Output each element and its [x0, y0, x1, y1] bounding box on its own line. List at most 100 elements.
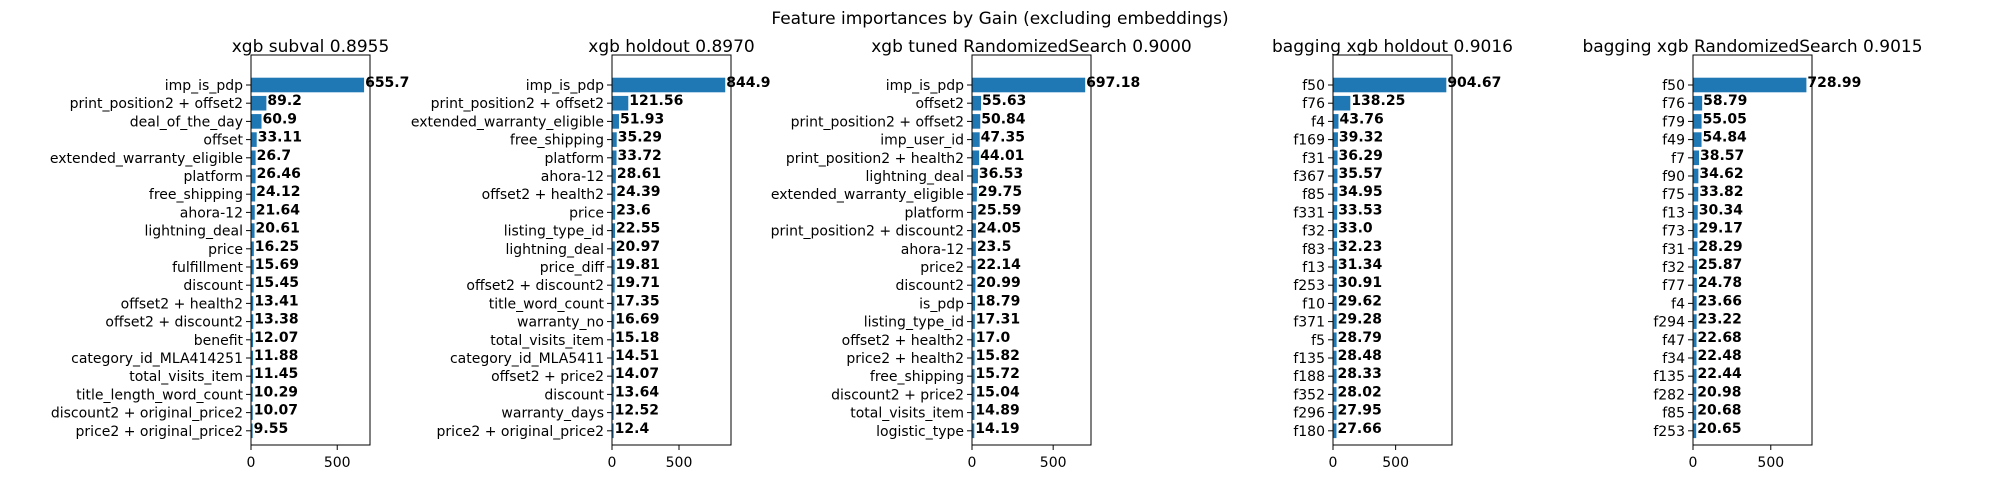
bar: [612, 223, 616, 238]
bar: [612, 77, 726, 93]
data-label: 24.78: [1698, 275, 1742, 291]
data-label: 20.98: [1697, 384, 1741, 400]
bar: [612, 423, 614, 439]
y-tick-label: price_diff: [540, 260, 605, 276]
bar: [612, 205, 616, 220]
y-tick-label: extended_warranty_eligible: [50, 151, 243, 167]
y-tick-label: f85: [1302, 187, 1325, 203]
bar: [972, 241, 976, 257]
bar: [972, 77, 1086, 93]
bar: [1693, 259, 1698, 275]
data-label: 15.72: [976, 366, 1020, 382]
bar: [1693, 332, 1697, 348]
bar: [251, 168, 256, 184]
bar: [1333, 314, 1337, 329]
data-label: 19.71: [616, 275, 660, 291]
bar: [1693, 186, 1699, 202]
data-label: 728.99: [1807, 75, 1861, 91]
y-tick-label: total_visits_item: [129, 369, 243, 385]
bar: [251, 332, 254, 348]
y-tick-label: platform: [545, 151, 605, 167]
y-tick-label: f50: [1662, 78, 1685, 94]
panel-title: bagging xgb holdout 0.9016: [1272, 37, 1513, 57]
data-label: 12.4: [615, 421, 650, 437]
bar: [1693, 387, 1697, 402]
data-label: 50.84: [981, 111, 1026, 127]
data-label: 58.79: [1703, 93, 1747, 109]
y-tick-label: title_word_count: [489, 296, 605, 312]
bar: [251, 368, 253, 384]
data-label: 20.68: [1697, 403, 1741, 419]
panel-title: bagging xgb RandomizedSearch 0.9015: [1582, 37, 1922, 57]
bar: [1693, 368, 1697, 384]
data-label: 11.45: [254, 366, 298, 382]
y-tick-label: price2 + original_price2: [76, 424, 243, 440]
y-tick-label: f13: [1662, 205, 1685, 221]
bar: [612, 132, 617, 147]
y-tick-label: price: [208, 242, 243, 258]
bar: [1333, 350, 1337, 366]
data-label: 35.57: [1338, 166, 1382, 182]
y-tick-label: lightning_deal: [865, 169, 964, 185]
data-label: 16.25: [255, 239, 299, 255]
y-tick-label: offset2 + health2: [842, 333, 964, 349]
y-tick-label: print_position2 + offset2: [791, 114, 964, 130]
y-tick-label: f31: [1662, 242, 1685, 258]
bar: [1693, 95, 1703, 111]
bar: [1333, 387, 1337, 402]
data-label: 22.68: [1698, 330, 1742, 346]
data-label: 22.44: [1697, 366, 1742, 382]
data-label: 31.34: [1338, 257, 1383, 273]
y-tick-label: f79: [1662, 114, 1685, 130]
y-tick-label: total_visits_item: [490, 333, 604, 349]
data-label: 33.0: [1338, 221, 1373, 237]
y-tick-label: f13: [1302, 260, 1325, 276]
y-tick-label: price2: [920, 260, 964, 276]
data-label: 15.82: [976, 348, 1020, 364]
data-label: 9.55: [254, 421, 289, 437]
y-tick-label: ahora-12: [541, 169, 604, 185]
data-label: 14.89: [975, 403, 1019, 419]
bar: [612, 95, 629, 111]
bar: [1333, 114, 1339, 129]
y-tick-label: category_id_MLA5411: [450, 351, 604, 367]
bar: [1693, 241, 1698, 257]
data-label: 28.29: [1698, 239, 1742, 255]
bar: [1333, 95, 1351, 111]
bar: [1333, 368, 1337, 384]
bar: [612, 168, 616, 184]
bar: [1333, 277, 1337, 293]
bar: [1333, 132, 1338, 147]
chart-panel-3: xgb tuned RandomizedSearch 0.9000 imp_is_…: [771, 37, 1192, 471]
data-label: 23.66: [1698, 293, 1742, 309]
y-tick-label: f371: [1293, 315, 1325, 331]
data-label: 844.9: [726, 75, 770, 91]
data-label: 14.19: [975, 421, 1019, 437]
bar: [251, 132, 257, 147]
data-label: 904.67: [1447, 75, 1501, 91]
y-tick-label: f294: [1653, 315, 1685, 331]
bar: [972, 405, 975, 420]
bar: [251, 387, 253, 402]
y-tick-label: f32: [1302, 224, 1325, 240]
y-tick-label: f90: [1662, 169, 1685, 185]
bar: [251, 314, 254, 329]
y-tick-label: offset2 + discount2: [105, 315, 243, 331]
bar: [1693, 205, 1698, 220]
y-tick-label: f188: [1293, 369, 1325, 385]
y-tick-label: platform: [184, 169, 244, 185]
y-tick-label: total_visits_item: [850, 406, 964, 422]
y-tick-label: lightning_deal: [505, 242, 604, 258]
bar: [1693, 132, 1702, 147]
bar: [1693, 223, 1698, 238]
bar: [1333, 405, 1337, 420]
bar: [251, 95, 267, 111]
data-label: 55.05: [1703, 111, 1747, 127]
data-label: 27.95: [1338, 403, 1382, 419]
x-tick-label: 500: [666, 455, 693, 471]
y-tick-label: listing_type_id: [504, 224, 604, 240]
bar: [251, 77, 365, 93]
y-tick-label: free_shipping: [510, 133, 604, 149]
y-tick-label: f135: [1293, 351, 1325, 367]
bar: [1333, 168, 1338, 184]
